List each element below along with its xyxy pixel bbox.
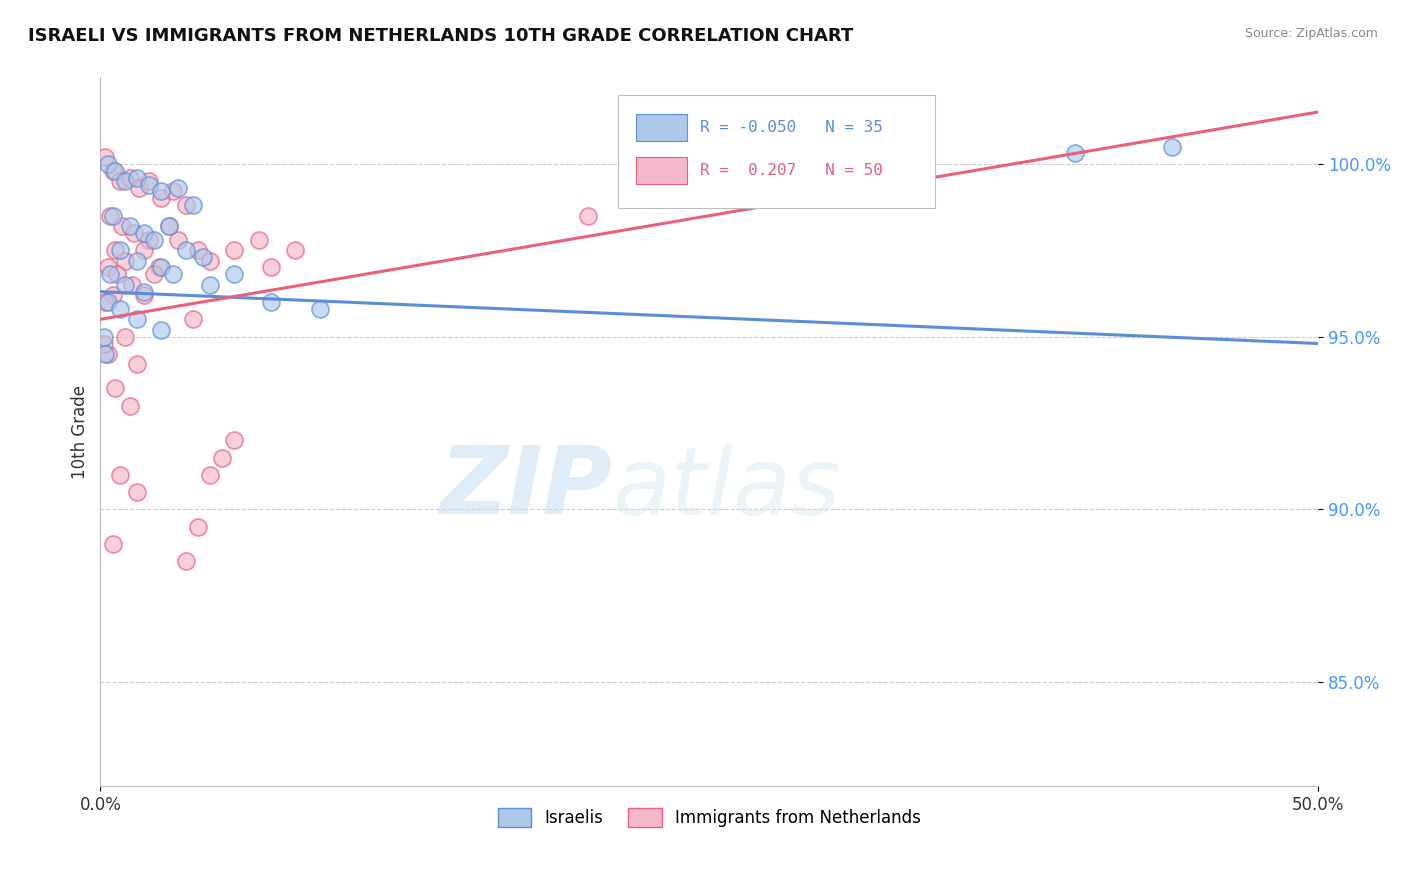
- Point: [104, 244, 127, 258]
- Point: [211, 450, 233, 465]
- Point: [114, 277, 136, 292]
- Point: [94, 150, 117, 164]
- Point: [94, 347, 117, 361]
- Point: [114, 329, 136, 343]
- Point: [138, 178, 160, 192]
- Point: [98, 268, 121, 282]
- Point: [260, 260, 283, 275]
- Point: [124, 226, 146, 240]
- Point: [111, 219, 134, 233]
- Y-axis label: 10th Grade: 10th Grade: [72, 384, 89, 479]
- Point: [224, 268, 246, 282]
- Point: [142, 268, 165, 282]
- FancyBboxPatch shape: [637, 114, 688, 141]
- Point: [157, 219, 180, 233]
- Legend: Israelis, Immigrants from Netherlands: Israelis, Immigrants from Netherlands: [491, 802, 928, 834]
- Point: [97, 260, 120, 275]
- Point: [108, 301, 131, 316]
- Point: [181, 312, 204, 326]
- Point: [148, 260, 170, 275]
- Point: [104, 163, 127, 178]
- Point: [125, 312, 148, 326]
- Point: [198, 277, 221, 292]
- Point: [128, 181, 150, 195]
- Point: [1063, 146, 1085, 161]
- Point: [381, 865, 404, 880]
- Point: [101, 537, 124, 551]
- Point: [157, 219, 180, 233]
- Point: [138, 174, 160, 188]
- Point: [101, 209, 124, 223]
- Point: [430, 865, 453, 880]
- Point: [118, 399, 141, 413]
- Text: ISRAELI VS IMMIGRANTS FROM NETHERLANDS 10TH GRADE CORRELATION CHART: ISRAELI VS IMMIGRANTS FROM NETHERLANDS 1…: [28, 27, 853, 45]
- Point: [108, 467, 131, 482]
- Point: [247, 233, 270, 247]
- Point: [150, 191, 173, 205]
- Point: [187, 244, 209, 258]
- Point: [114, 174, 136, 188]
- FancyBboxPatch shape: [637, 157, 688, 184]
- Point: [174, 198, 197, 212]
- Point: [198, 467, 221, 482]
- Point: [108, 244, 131, 258]
- Point: [93, 336, 115, 351]
- Point: [308, 301, 330, 316]
- Point: [118, 170, 141, 185]
- Point: [174, 554, 197, 568]
- Point: [162, 185, 184, 199]
- Point: [134, 226, 156, 240]
- Point: [150, 185, 173, 199]
- Point: [118, 219, 141, 233]
- Point: [93, 329, 115, 343]
- Point: [174, 244, 197, 258]
- Point: [114, 253, 136, 268]
- Point: [284, 244, 307, 258]
- Point: [94, 295, 117, 310]
- Point: [167, 181, 190, 195]
- Point: [125, 170, 148, 185]
- Point: [101, 163, 124, 178]
- Point: [150, 323, 173, 337]
- Point: [150, 260, 173, 275]
- Point: [108, 174, 131, 188]
- Point: [134, 244, 156, 258]
- Point: [97, 157, 120, 171]
- Point: [98, 209, 121, 223]
- Text: Source: ZipAtlas.com: Source: ZipAtlas.com: [1244, 27, 1378, 40]
- Point: [142, 233, 165, 247]
- Point: [101, 288, 124, 302]
- Text: atlas: atlas: [612, 442, 841, 533]
- Point: [224, 434, 246, 448]
- Point: [104, 381, 127, 395]
- Point: [125, 485, 148, 500]
- Point: [134, 288, 156, 302]
- Point: [260, 295, 283, 310]
- Text: ZIP: ZIP: [439, 442, 612, 534]
- Point: [576, 209, 599, 223]
- Text: R = -0.050   N = 35: R = -0.050 N = 35: [700, 120, 883, 136]
- Point: [138, 233, 160, 247]
- Point: [191, 250, 214, 264]
- FancyBboxPatch shape: [619, 95, 935, 209]
- Point: [97, 347, 120, 361]
- Point: [198, 253, 221, 268]
- Point: [134, 285, 156, 299]
- Point: [673, 191, 696, 205]
- Point: [107, 268, 129, 282]
- Point: [162, 268, 184, 282]
- Point: [181, 198, 204, 212]
- Point: [125, 253, 148, 268]
- Point: [167, 233, 190, 247]
- Point: [121, 277, 143, 292]
- Point: [187, 519, 209, 533]
- Point: [224, 244, 246, 258]
- Point: [1161, 139, 1184, 153]
- Text: R =  0.207   N = 50: R = 0.207 N = 50: [700, 162, 883, 178]
- Point: [97, 295, 120, 310]
- Point: [125, 357, 148, 371]
